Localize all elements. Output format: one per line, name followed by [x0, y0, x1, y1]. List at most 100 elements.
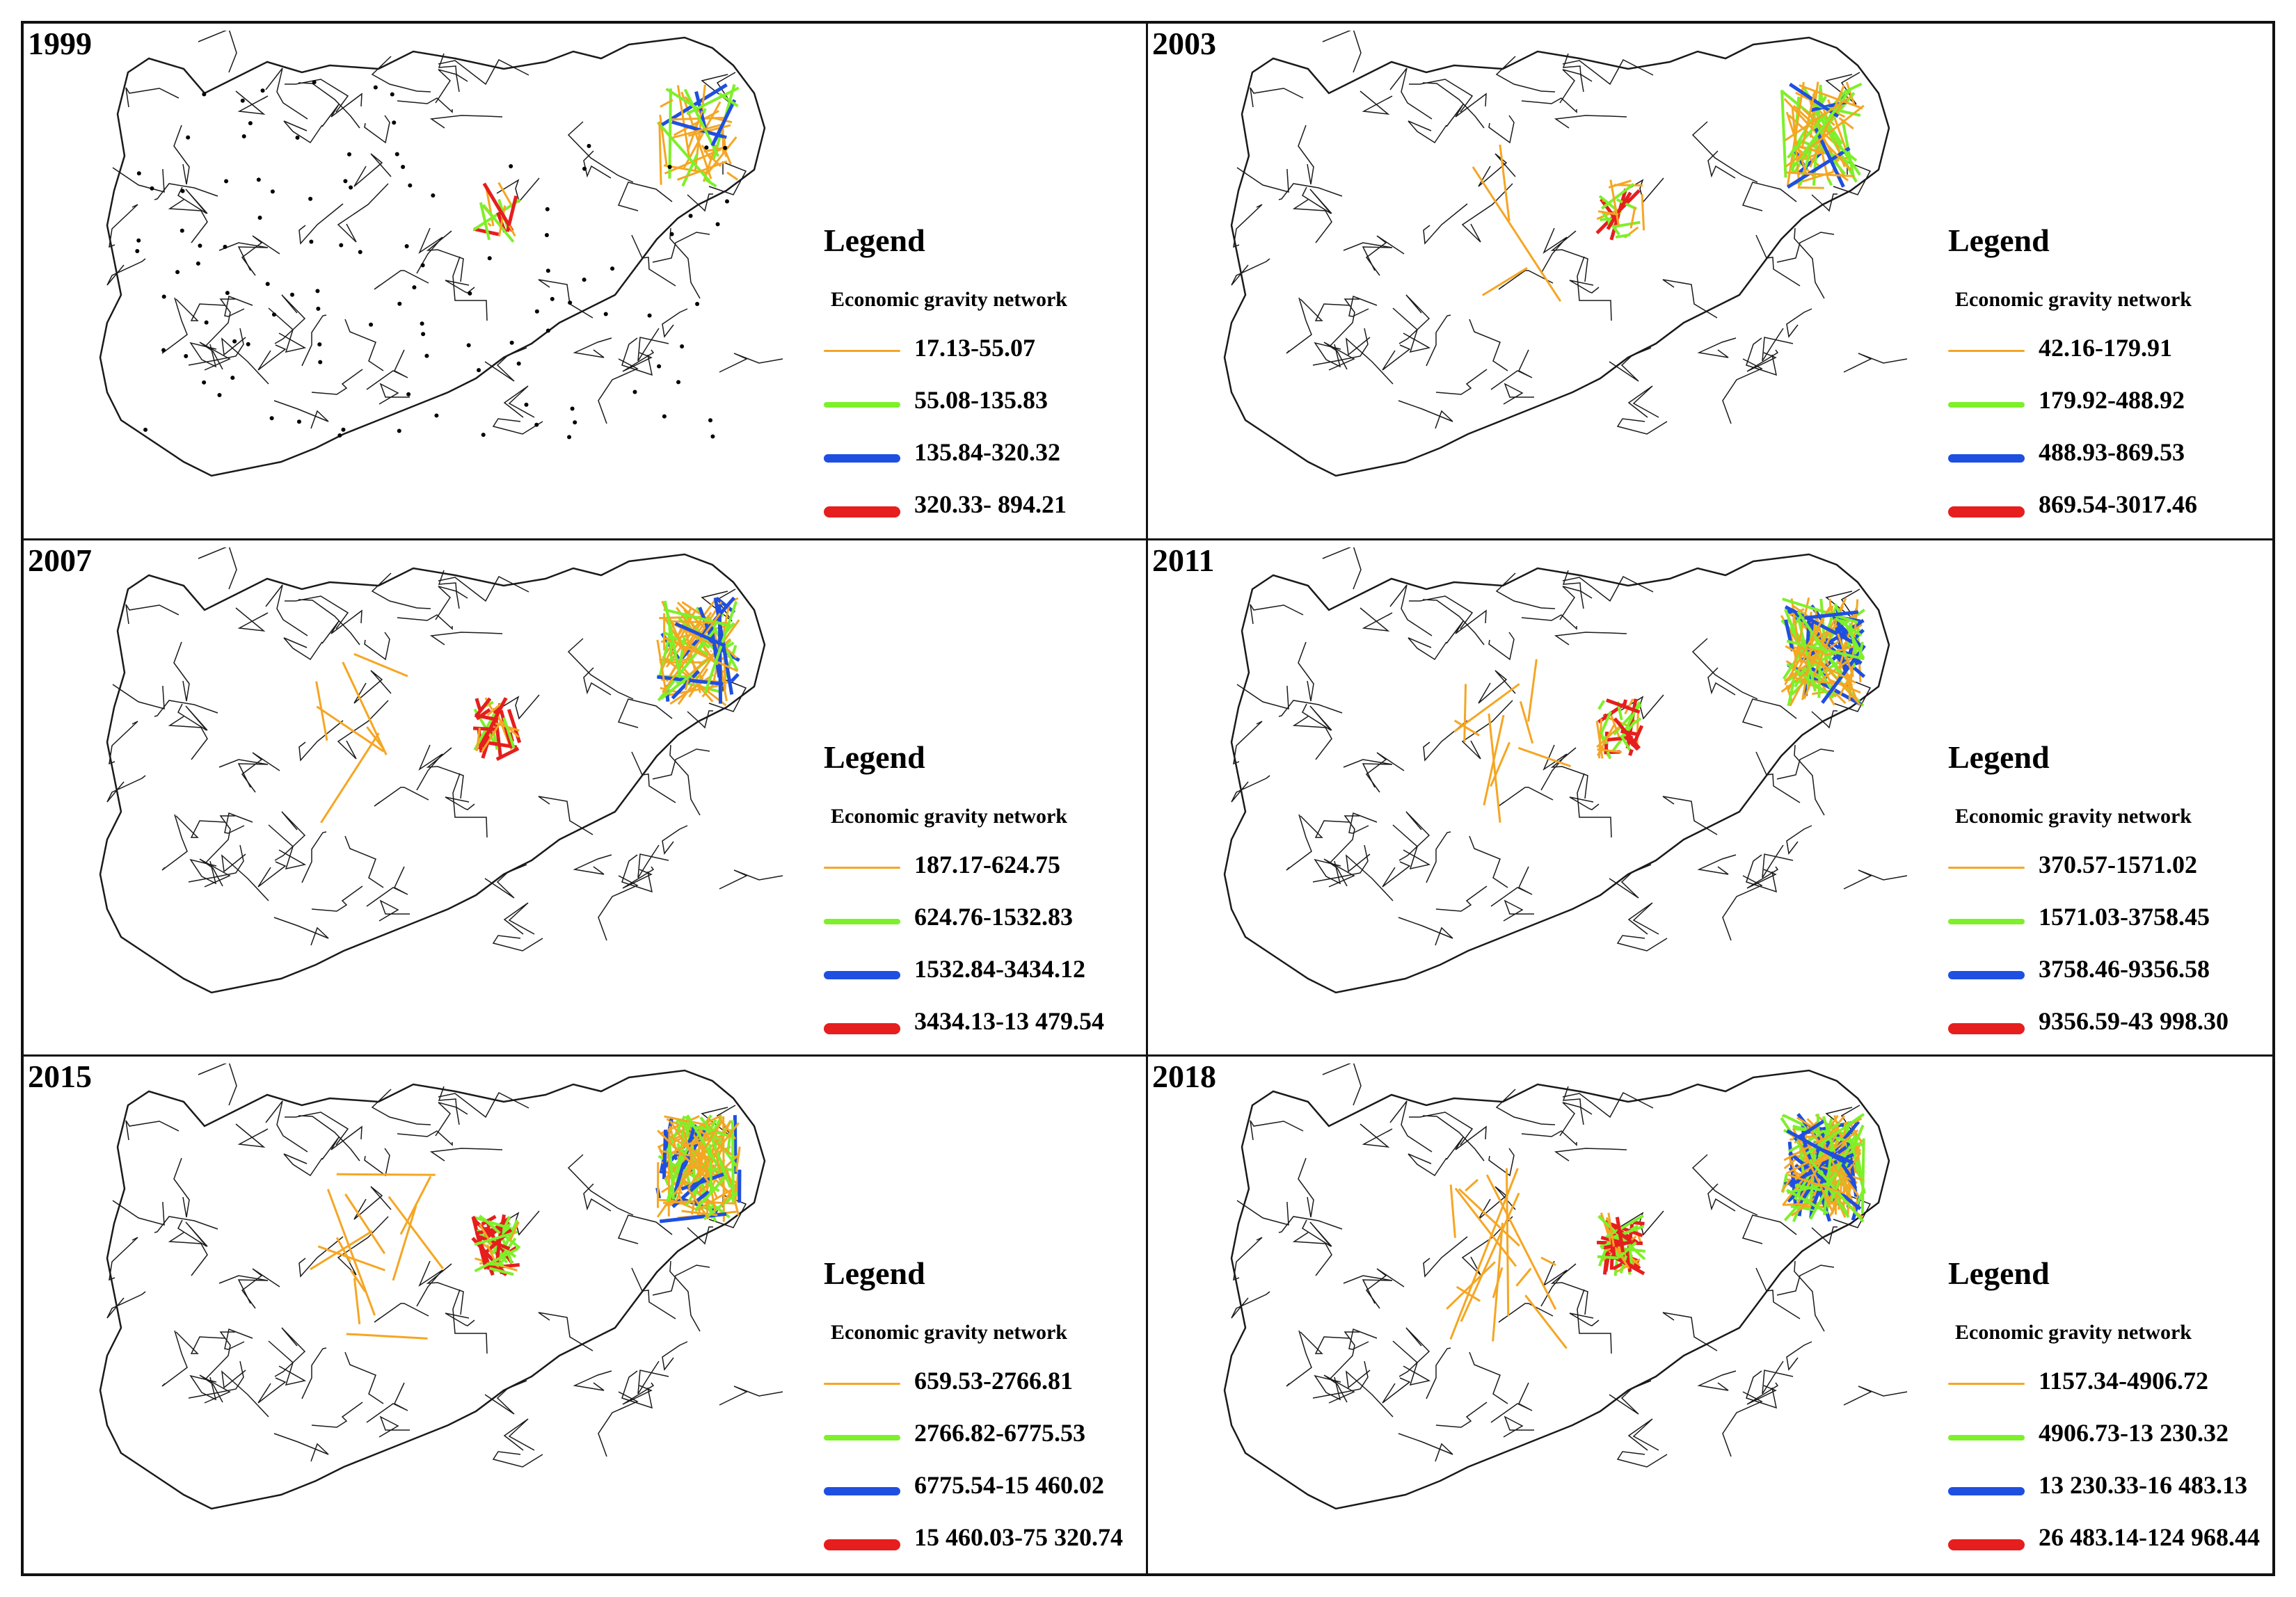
centroid-dot [390, 92, 394, 97]
network-link [1490, 741, 1510, 787]
county-boundary [175, 815, 226, 838]
network-link [353, 652, 408, 677]
county-boundary [1446, 93, 1487, 127]
county-boundary [112, 1200, 165, 1226]
county-boundary [1616, 418, 1668, 435]
county-boundary [1691, 121, 1758, 183]
county-boundary [1627, 1418, 1659, 1451]
county-boundary [106, 775, 146, 803]
legend-swatch-class-3 [824, 454, 900, 463]
network-link [1785, 104, 1865, 168]
county-boundary [1435, 369, 1488, 395]
centroid-dot [408, 183, 413, 188]
county-boundary [1490, 1383, 1533, 1423]
centroid-dot [316, 306, 321, 311]
centroid-dot [175, 270, 180, 275]
network-link [1785, 111, 1808, 175]
county-boundary [106, 258, 146, 286]
county-boundary [496, 177, 540, 203]
network-link [674, 621, 726, 648]
network-link [495, 746, 520, 761]
county-boundary [1490, 866, 1533, 907]
county-boundary [1382, 344, 1411, 371]
county-boundary [438, 1092, 529, 1118]
network-link [472, 726, 498, 731]
county-boundary [109, 204, 138, 248]
centroid-dot [516, 361, 521, 366]
network-link [1609, 1222, 1643, 1238]
county-centroids [135, 80, 729, 440]
county-boundary [175, 298, 226, 321]
county-boundary [1616, 934, 1668, 952]
county-boundary [1577, 256, 1612, 321]
centroid-dot [373, 85, 378, 90]
region-outline [99, 36, 766, 477]
network-link [669, 1135, 714, 1164]
centroid-dot [431, 193, 436, 198]
legend-label-class-3: 3758.46-9356.58 [2039, 954, 2210, 983]
centroid-dot [603, 312, 608, 316]
county-boundary [1322, 31, 1362, 73]
network-link [677, 618, 740, 705]
legend-swatch-class-3 [1948, 1487, 2025, 1496]
legend-swatch-class-4 [824, 506, 900, 517]
centroid-dot [587, 143, 591, 148]
network-link [316, 705, 385, 753]
county-boundary [1503, 383, 1534, 405]
county-boundary [669, 1261, 701, 1332]
legend-swatch-class-1 [1948, 866, 2025, 869]
county-boundary [189, 1375, 217, 1401]
county-boundary [538, 795, 593, 835]
county-boundaries [106, 31, 783, 435]
centroid-dot [204, 320, 209, 325]
county-boundary [1398, 916, 1453, 945]
county-boundary [1322, 1064, 1362, 1106]
county-boundary [221, 337, 269, 385]
county-boundary [622, 349, 655, 372]
panel-year: 2003 [1152, 26, 1216, 61]
county-boundary [1298, 125, 1314, 185]
legend-swatch-class-1 [824, 866, 900, 869]
legend-swatch-class-4 [1948, 1539, 2025, 1551]
county-boundary [1741, 1214, 1797, 1245]
county-boundary [364, 115, 390, 144]
county-boundary [435, 585, 468, 620]
centroid-dot [662, 414, 667, 419]
county-boundary [1312, 1361, 1369, 1399]
network-link [670, 1164, 710, 1220]
county-boundary [426, 230, 464, 282]
county-boundary [1746, 1382, 1779, 1406]
county-boundary [397, 1130, 453, 1147]
county-boundary [1398, 400, 1453, 429]
panel-year: 1999 [28, 26, 92, 61]
legend-swatch-class-3 [824, 1487, 900, 1496]
county-boundary [1231, 775, 1270, 803]
county-boundary [1786, 1341, 1812, 1372]
network-link [1613, 220, 1641, 228]
county-boundary [1422, 1115, 1485, 1162]
network-link [483, 1218, 501, 1235]
county-boundary [452, 1290, 488, 1354]
county-boundary [1426, 314, 1451, 367]
county-boundary [205, 814, 235, 863]
county-boundary [1365, 752, 1405, 793]
centroid-dot [339, 243, 344, 248]
county-boundary [652, 232, 710, 263]
network-link [673, 110, 719, 136]
network-link [1828, 598, 1832, 611]
network-link [1846, 678, 1852, 693]
network-link [1485, 1174, 1557, 1310]
county-boundary [617, 1214, 673, 1245]
county-boundary [1488, 632, 1515, 660]
county-boundary [1233, 204, 1263, 248]
network-link [481, 1214, 497, 1226]
network-link [1597, 1255, 1619, 1260]
county-boundary [1495, 56, 1556, 93]
network-link [497, 182, 514, 208]
legend-swatch-class-2 [1948, 918, 2025, 924]
county-boundary [1662, 279, 1718, 319]
network-link [1613, 1246, 1630, 1269]
legend-label-class-2: 179.92-488.92 [2039, 386, 2185, 414]
network-link [320, 732, 380, 824]
county-boundary [426, 1263, 464, 1315]
